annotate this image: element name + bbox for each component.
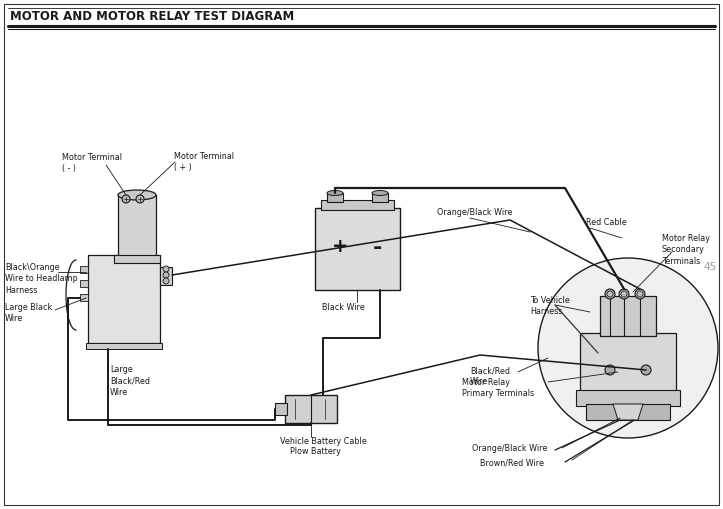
Circle shape bbox=[635, 289, 645, 299]
Ellipse shape bbox=[118, 190, 156, 200]
Circle shape bbox=[621, 291, 627, 297]
Text: Red Cable: Red Cable bbox=[586, 218, 627, 227]
Bar bbox=[80, 294, 88, 301]
Bar bbox=[321, 200, 394, 210]
Text: To Vehicle
Harness: To Vehicle Harness bbox=[530, 296, 570, 317]
Text: Orange/Black Wire: Orange/Black Wire bbox=[472, 444, 547, 453]
Bar bbox=[576, 390, 680, 406]
Circle shape bbox=[637, 291, 643, 297]
Bar bbox=[586, 404, 670, 420]
Bar bbox=[275, 403, 287, 415]
Circle shape bbox=[619, 289, 629, 299]
Text: -: - bbox=[372, 238, 382, 258]
Ellipse shape bbox=[372, 190, 388, 195]
Text: Black\Orange
Wire to Headlamp
Harness: Black\Orange Wire to Headlamp Harness bbox=[5, 263, 78, 295]
Bar bbox=[88, 255, 160, 343]
Text: Motor Terminal
( + ): Motor Terminal ( + ) bbox=[174, 152, 234, 173]
Text: Vehicle Battery Cable: Vehicle Battery Cable bbox=[280, 437, 367, 446]
Bar bbox=[372, 193, 388, 202]
Circle shape bbox=[163, 278, 169, 284]
Bar bbox=[80, 280, 88, 287]
Circle shape bbox=[122, 195, 130, 203]
Circle shape bbox=[607, 291, 613, 297]
Text: Orange/Black Wire: Orange/Black Wire bbox=[437, 208, 513, 217]
Circle shape bbox=[641, 365, 651, 375]
Bar bbox=[315, 208, 400, 290]
Text: 45: 45 bbox=[703, 262, 716, 272]
Ellipse shape bbox=[327, 190, 343, 195]
Circle shape bbox=[538, 258, 718, 438]
Bar bbox=[327, 193, 343, 202]
Text: Large Black
Wire: Large Black Wire bbox=[5, 303, 52, 323]
Circle shape bbox=[163, 272, 169, 278]
Circle shape bbox=[605, 365, 615, 375]
Bar bbox=[580, 333, 676, 393]
Circle shape bbox=[605, 289, 615, 299]
Circle shape bbox=[163, 266, 169, 272]
Bar bbox=[160, 267, 172, 285]
Bar bbox=[118, 195, 156, 260]
Text: Brown/Red Wire: Brown/Red Wire bbox=[480, 458, 544, 467]
Bar bbox=[600, 296, 656, 336]
Text: Black Wire: Black Wire bbox=[322, 303, 364, 312]
Circle shape bbox=[136, 195, 144, 203]
Text: Motor Relay
Primary Terminals: Motor Relay Primary Terminals bbox=[462, 378, 534, 399]
Bar bbox=[80, 266, 88, 273]
Text: Plow Battery: Plow Battery bbox=[290, 447, 341, 456]
Text: Motor Relay
Secondary
Terminals: Motor Relay Secondary Terminals bbox=[662, 234, 710, 266]
Text: Black/Red
Wire: Black/Red Wire bbox=[470, 366, 510, 386]
Bar bbox=[114, 255, 160, 263]
Text: Motor Terminal
( - ): Motor Terminal ( - ) bbox=[62, 153, 122, 174]
Text: Large
Black/Red
Wire: Large Black/Red Wire bbox=[110, 365, 150, 397]
Bar bbox=[285, 395, 337, 423]
Text: MOTOR AND MOTOR RELAY TEST DIAGRAM: MOTOR AND MOTOR RELAY TEST DIAGRAM bbox=[10, 10, 294, 23]
Text: +: + bbox=[332, 237, 348, 256]
Polygon shape bbox=[613, 404, 643, 420]
Bar bbox=[86, 343, 162, 349]
